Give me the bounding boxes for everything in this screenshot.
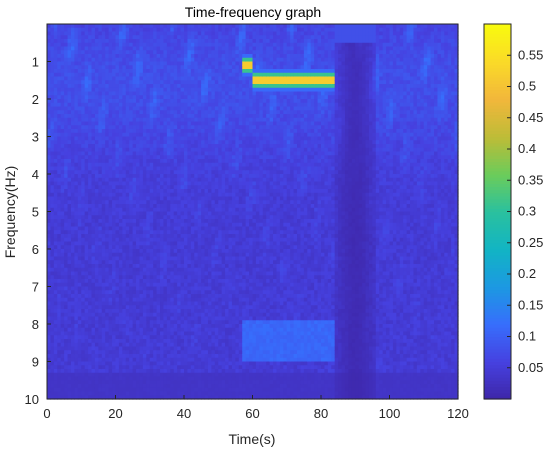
y-tick-label: 8 [32, 317, 39, 332]
x-axis-label: Time(s) [229, 431, 276, 447]
x-axis: 0 20 40 60 80 100 120 [43, 395, 469, 421]
colorbar-tick-label: 0.15 [518, 297, 543, 312]
x-tick-label: 100 [379, 406, 401, 421]
y-tick-label: 6 [32, 242, 39, 257]
colorbar-tick-label: 0.1 [518, 329, 536, 344]
colorbar-tick-label: 0.25 [518, 235, 543, 250]
colorbar-tick-label: 0.35 [518, 172, 543, 187]
colorbar-tick-label: 0.5 [518, 79, 536, 94]
heatmap [47, 24, 459, 400]
y-tick-label: 5 [32, 205, 39, 220]
x-tick-label: 80 [314, 406, 328, 421]
colorbar-tick-label: 0.3 [518, 204, 536, 219]
colorbar-tick-label: 0.2 [518, 266, 536, 281]
chart-title: Time-frequency graph [185, 4, 321, 20]
y-tick-label: 1 [32, 55, 39, 70]
x-tick-label: 60 [245, 406, 259, 421]
y-tick-label: 10 [25, 392, 39, 407]
colorbar-tick-label: 0.4 [518, 141, 536, 156]
colorbar-tick-label: 0.05 [518, 360, 543, 375]
y-tick-label: 3 [32, 130, 39, 145]
y-axis: 1 2 3 4 5 6 7 8 9 10 [25, 55, 51, 407]
y-axis-label: Frequency(Hz) [2, 166, 18, 259]
y-tick-label: 2 [32, 92, 39, 107]
colorbar-tick-label: 0.45 [518, 110, 543, 125]
colorbar-tick-label: 0.55 [518, 47, 543, 62]
x-tick-label: 20 [108, 406, 122, 421]
y-tick-label: 4 [32, 167, 39, 182]
colorbar: 0.05 0.1 0.15 0.2 0.25 0.3 0.35 0.4 0.45 0.5 0.55 [483, 23, 543, 400]
x-tick-label: 40 [177, 406, 191, 421]
x-tick-label: 120 [447, 406, 469, 421]
y-tick-label: 9 [32, 355, 39, 370]
y-tick-label: 7 [32, 280, 39, 295]
x-tick-label: 0 [43, 406, 50, 421]
